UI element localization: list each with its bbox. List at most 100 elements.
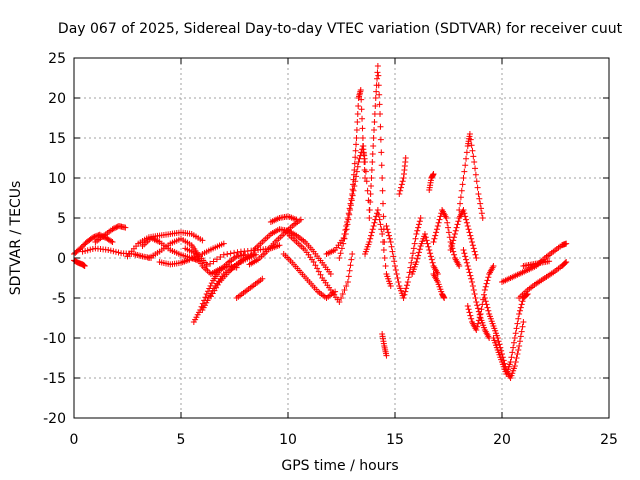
- data-point: [372, 95, 379, 101]
- data-point: [433, 226, 440, 233]
- x-tick-label: 20: [493, 432, 511, 448]
- data-point: [84, 247, 91, 254]
- data-point: [562, 259, 569, 266]
- data-point: [450, 237, 457, 244]
- data-point: [366, 215, 373, 221]
- data-point: [207, 260, 214, 267]
- data-point: [482, 298, 489, 305]
- data-point: [417, 215, 424, 221]
- data-point: [380, 247, 387, 253]
- data-point: [377, 111, 384, 117]
- data-point: [362, 159, 369, 165]
- data-point: [436, 216, 443, 223]
- data-point: [392, 267, 399, 273]
- data-point: [477, 311, 484, 317]
- data-point: [476, 195, 483, 202]
- series-sat-aa: [409, 231, 441, 277]
- data-point: [186, 256, 193, 263]
- data-point: [343, 226, 350, 233]
- series-sat-b: [71, 257, 88, 269]
- series-sat-aj: [490, 291, 531, 377]
- data-point: [516, 311, 523, 317]
- data-point: [473, 327, 480, 333]
- data-point: [109, 226, 116, 233]
- data-point: [368, 167, 375, 173]
- data-point: [496, 341, 503, 348]
- data-point: [110, 248, 117, 255]
- data-point: [374, 207, 381, 213]
- data-point: [509, 349, 516, 356]
- data-point: [341, 235, 348, 242]
- data-point: [364, 187, 371, 194]
- data-point: [377, 123, 384, 130]
- data-point: [424, 240, 431, 247]
- data-point: [399, 178, 406, 185]
- data-point: [78, 244, 85, 251]
- data-point: [409, 250, 416, 257]
- data-point: [403, 282, 410, 289]
- data-point: [375, 82, 382, 89]
- data-point: [499, 351, 505, 357]
- data-point: [443, 215, 450, 221]
- x-tick-label: 5: [177, 432, 186, 448]
- data-point: [478, 306, 485, 313]
- data-point: [433, 229, 440, 236]
- data-point: [344, 279, 351, 285]
- data-point: [372, 103, 379, 109]
- data-point: [220, 240, 227, 247]
- data-point: [466, 229, 473, 236]
- data-point: [563, 259, 570, 265]
- data-point: [516, 307, 523, 314]
- data-point: [353, 173, 360, 180]
- data-point: [467, 272, 474, 279]
- data-point: [355, 103, 362, 109]
- data-point: [375, 72, 382, 79]
- series-sat-ab: [426, 171, 437, 193]
- data-point: [410, 245, 417, 252]
- data-point: [374, 63, 381, 69]
- data-point: [77, 245, 84, 252]
- data-point: [376, 101, 383, 108]
- series-sat-z: [396, 155, 409, 197]
- data-point: [392, 263, 398, 269]
- data-point: [386, 235, 393, 242]
- data-point: [469, 242, 476, 249]
- data-point: [473, 178, 480, 185]
- data-point: [203, 263, 210, 269]
- data-point: [429, 259, 436, 266]
- data-point: [371, 127, 378, 133]
- data-point: [349, 251, 356, 257]
- data-point: [370, 135, 377, 141]
- data-point: [353, 141, 360, 148]
- data-point: [363, 178, 370, 185]
- y-tick-label: -15: [43, 371, 66, 387]
- data-point: [472, 295, 479, 301]
- data-point: [490, 263, 497, 269]
- data-point: [415, 224, 422, 231]
- data-point: [384, 226, 391, 233]
- data-point: [396, 191, 403, 197]
- data-point: [478, 210, 485, 217]
- data-point: [224, 251, 231, 258]
- data-point: [377, 136, 384, 143]
- data-point: [353, 135, 360, 141]
- data-point: [227, 250, 234, 257]
- series-sat-ae: [447, 207, 480, 261]
- data-point: [351, 183, 358, 189]
- data-point: [484, 304, 491, 311]
- data-point: [445, 229, 452, 236]
- data-point: [401, 291, 408, 298]
- data-point: [359, 125, 366, 132]
- data-point: [348, 256, 355, 263]
- series-sat-ad: [430, 271, 448, 301]
- data-point: [345, 216, 352, 223]
- data-point: [217, 254, 224, 261]
- y-tick-label: 20: [48, 91, 66, 107]
- data-point: [371, 219, 378, 226]
- data-point: [357, 87, 364, 93]
- series-sat-o: [246, 216, 304, 268]
- data-point: [470, 245, 477, 252]
- data-point: [478, 205, 485, 212]
- data-point: [461, 168, 468, 175]
- y-tick-label: 15: [48, 131, 66, 147]
